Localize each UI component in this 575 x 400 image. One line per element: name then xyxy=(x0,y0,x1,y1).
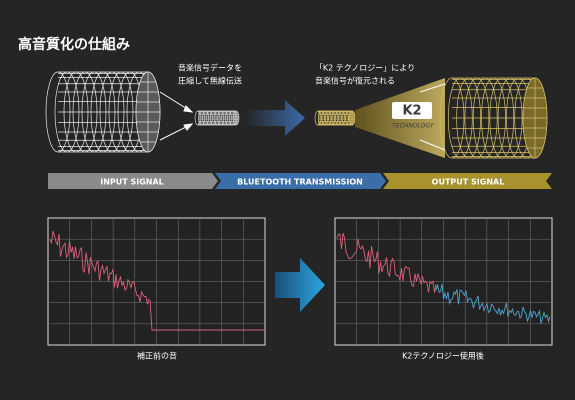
badge-box xyxy=(392,102,432,119)
cylinder-ring xyxy=(206,110,213,126)
graph-caption: 補正前の音 xyxy=(137,351,177,361)
graph-caption: K2テクノロジー使用後 xyxy=(402,351,484,361)
transmission-arrow xyxy=(245,100,305,136)
cylinder-ring xyxy=(213,110,221,126)
cylinder-ring xyxy=(45,71,71,153)
graph-arrow xyxy=(275,258,325,312)
cylinder-ring xyxy=(225,110,232,126)
stage-label: OUTPUT SIGNAL xyxy=(432,178,505,187)
cylinder-ring xyxy=(198,110,206,126)
cylinder-ring xyxy=(81,71,107,153)
stage-label: INPUT SIGNAL xyxy=(100,178,164,187)
cylinder-ring xyxy=(338,110,346,126)
cylinder-ring xyxy=(318,110,325,126)
cylinder-ring xyxy=(314,110,322,126)
cylinder-ring xyxy=(63,71,89,153)
cylinder-ring xyxy=(464,77,490,159)
cylinder-ring xyxy=(331,110,339,126)
stage-input xyxy=(48,173,218,189)
cylinder-ring xyxy=(341,110,349,126)
cylinder-ring xyxy=(321,110,329,126)
cylinder-ring xyxy=(99,71,125,153)
title: 高音質化の仕組み xyxy=(18,36,130,53)
cylinder-ring xyxy=(194,110,202,126)
badge-text: TECHNOLOGY xyxy=(392,123,435,130)
cylinder-ring xyxy=(335,110,342,126)
stage-transmission xyxy=(215,173,386,189)
cylinder-ring xyxy=(217,110,225,126)
cylinder-ring xyxy=(54,71,80,153)
cylinder-ring xyxy=(90,71,116,153)
cylinder-ring xyxy=(489,77,515,159)
cylinder-ring xyxy=(328,110,335,126)
caption: 音楽信号が復元される xyxy=(315,76,395,86)
cylinder-ring xyxy=(472,77,498,159)
cylinder-ring xyxy=(324,110,332,126)
waveform xyxy=(336,232,437,293)
cylinder xyxy=(194,110,240,126)
badge-logo: K2 xyxy=(402,104,421,119)
cylinder-ring xyxy=(202,110,209,126)
waveform xyxy=(49,231,150,305)
stage-output xyxy=(383,173,552,189)
cylinder xyxy=(314,110,356,126)
caption: 「K2 テクノロジー」により xyxy=(315,64,415,73)
cylinder-ring xyxy=(209,110,217,126)
waveform-cut xyxy=(149,299,264,331)
caption: 音楽信号データを xyxy=(178,63,242,73)
cylinder-ring xyxy=(497,77,523,159)
stage-band: INPUT SIGNAL BLUETOOTH TRANSMISSION OUTP… xyxy=(48,173,552,189)
cylinder xyxy=(45,71,161,153)
cylinder-ring xyxy=(108,71,134,153)
stage-label: BLUETOOTH TRANSMISSION xyxy=(237,178,363,187)
k2-badge: K2 TECHNOLOGY xyxy=(392,102,435,130)
cylinder-ring xyxy=(447,77,473,159)
restore-arrows xyxy=(419,83,446,151)
caption: 圧縮して無線伝送 xyxy=(178,76,242,86)
cylinder-ring xyxy=(481,77,506,159)
cylinder-ring xyxy=(72,71,98,153)
cylinder-ring xyxy=(456,77,481,159)
cylinder-ring xyxy=(221,110,228,126)
cylinder xyxy=(439,77,548,159)
waveform xyxy=(435,283,551,324)
compress-arrows xyxy=(159,91,194,141)
